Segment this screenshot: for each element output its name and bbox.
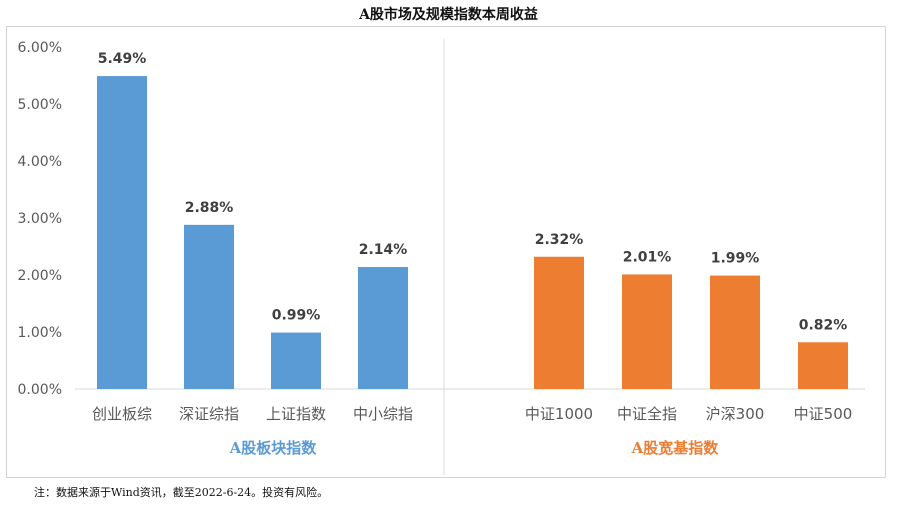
category-label: 深证综指: [179, 405, 239, 423]
data-label: 2.88%: [185, 200, 234, 216]
bar-chart: 0.00% 1.00% 2.00% 3.00% 4.00% 5.00% 6.00% 5.49%…: [18, 39, 865, 475]
y-tick-label: 5.00%: [18, 97, 62, 113]
bar: [358, 267, 408, 389]
y-tick-label: 2.00%: [18, 268, 62, 284]
category-label: 中小综指: [353, 405, 413, 423]
category-label: 中证500: [794, 405, 853, 423]
data-label: 2.14%: [359, 242, 408, 258]
chart-title: A股市场及规模指数本周收益: [359, 7, 538, 23]
data-label: 2.32%: [535, 232, 584, 248]
chart-frame: 0.00% 1.00% 2.00% 3.00% 4.00% 5.00% 6.00% 5.49%…: [6, 26, 886, 478]
bar: [534, 256, 584, 389]
category-label: 中证全指: [617, 405, 677, 423]
data-label: 2.01%: [623, 249, 672, 265]
data-label: 0.99%: [272, 308, 321, 324]
category-label: 中证1000: [525, 405, 593, 423]
data-label: 0.82%: [799, 317, 848, 333]
bar: [710, 275, 760, 389]
category-label: 创业板综: [92, 405, 152, 423]
bar: [97, 76, 147, 389]
y-tick-label: 4.00%: [18, 154, 62, 170]
bar: [622, 274, 672, 389]
group-label: A股板块指数: [229, 439, 318, 457]
bar: [798, 342, 848, 389]
group-label: A股宽基指数: [631, 439, 720, 457]
y-tick-label: 6.00%: [18, 40, 62, 56]
y-tick-label: 0.00%: [18, 382, 62, 398]
bar: [271, 332, 321, 389]
category-label: 上证指数: [266, 405, 326, 423]
category-label: 沪深300: [706, 405, 765, 423]
data-label: 1.99%: [711, 251, 760, 267]
footnote: 注：数据来源于Wind资讯，截至2022-6-24。投资有风险。: [34, 486, 329, 499]
y-tick-label: 1.00%: [18, 325, 62, 341]
bar: [184, 224, 234, 389]
y-tick-label: 3.00%: [18, 211, 62, 227]
data-label: 5.49%: [98, 51, 147, 67]
